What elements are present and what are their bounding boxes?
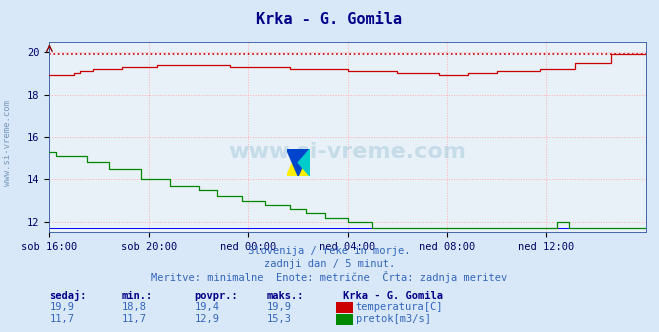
Text: 11,7: 11,7 — [49, 314, 74, 324]
Text: min.:: min.: — [122, 291, 153, 301]
Text: 11,7: 11,7 — [122, 314, 147, 324]
Text: 19,9: 19,9 — [49, 302, 74, 312]
Text: 15,3: 15,3 — [267, 314, 292, 324]
Text: 19,4: 19,4 — [194, 302, 219, 312]
Text: zadnji dan / 5 minut.: zadnji dan / 5 minut. — [264, 259, 395, 269]
Text: Krka - G. Gomila: Krka - G. Gomila — [343, 291, 443, 301]
Text: pretok[m3/s]: pretok[m3/s] — [356, 314, 431, 324]
Text: sedaj:: sedaj: — [49, 290, 87, 301]
Text: 18,8: 18,8 — [122, 302, 147, 312]
Text: www.si-vreme.com: www.si-vreme.com — [229, 142, 467, 162]
Text: Meritve: minimalne  Enote: metrične  Črta: zadnja meritev: Meritve: minimalne Enote: metrične Črta:… — [152, 271, 507, 283]
Text: www.si-vreme.com: www.si-vreme.com — [3, 100, 13, 186]
Text: maks.:: maks.: — [267, 291, 304, 301]
Text: temperatura[C]: temperatura[C] — [356, 302, 444, 312]
Polygon shape — [287, 149, 310, 176]
Text: 19,9: 19,9 — [267, 302, 292, 312]
Polygon shape — [287, 149, 310, 176]
Text: Slovenija / reke in morje.: Slovenija / reke in morje. — [248, 246, 411, 256]
Text: povpr.:: povpr.: — [194, 291, 238, 301]
Text: Krka - G. Gomila: Krka - G. Gomila — [256, 12, 403, 27]
Text: 12,9: 12,9 — [194, 314, 219, 324]
Polygon shape — [298, 149, 310, 176]
